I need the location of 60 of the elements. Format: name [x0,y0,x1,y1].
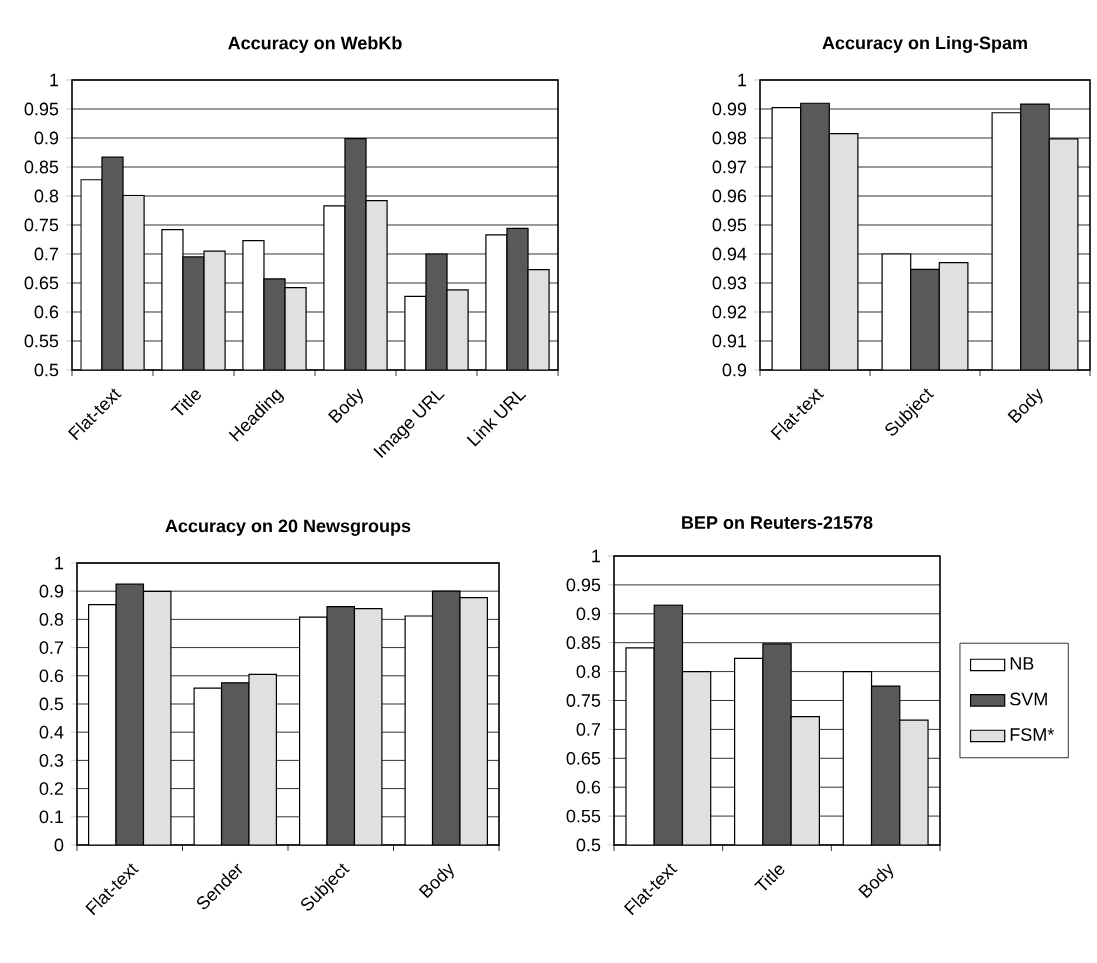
y-tick-label: 0.8 [34,189,59,203]
y-tick-label: 0.96 [712,189,747,203]
y-tick-label: 0.5 [39,697,64,711]
y-tick-label: 0.6 [39,669,64,683]
legend-label: SVM [1010,692,1047,706]
y-tick-label: 0.7 [39,641,64,654]
y-tick-label: 0.9 [722,363,747,377]
y-tick-label: 0.85 [24,160,59,174]
y-tick-label: 0.99 [712,102,747,116]
y-tick-label: 0.65 [566,751,601,765]
legend-label: FSM* [1010,728,1055,741]
bar [299,616,328,845]
bar [353,608,383,845]
y-tick-label: 0.95 [712,218,747,232]
y-tick-label: 0.75 [24,218,59,232]
y-tick-label: 0.65 [24,276,59,290]
y-tick-label: 0.6 [34,305,59,319]
x-tick-label: Title [170,390,201,416]
bar [248,673,277,845]
y-tick-label: 0.9 [34,131,59,145]
y-tick-label: 0.55 [24,334,59,348]
y-tick-label: 0.8 [576,665,601,678]
bar [459,597,488,845]
y-tick-label: 0.4 [39,725,64,739]
y-tick-label: 0.1 [39,810,64,824]
y-tick-label: 0.85 [566,636,601,650]
y-tick-label: 0.95 [24,102,59,116]
y-tick-label: 0.2 [39,782,64,795]
y-tick-label: 0.92 [712,305,747,319]
chart-title: Accuracy on 20 Newsgroups [165,519,411,536]
bar [404,615,434,845]
y-tick-label: 0.9 [39,584,64,598]
y-tick-label: 0.97 [712,160,747,174]
y-tick-label: 1 [738,73,747,87]
y-tick-label: 0.8 [39,613,64,626]
y-tick-label: 0.95 [566,578,601,592]
chart-title: Accuracy on WebKb [228,36,402,53]
y-tick-label: 0.5 [34,363,59,377]
y-tick-label: 0.98 [712,131,747,145]
chart-title: BEP on Reuters-21578 [682,516,873,529]
y-tick-label: 0.9 [576,607,601,621]
y-tick-label: 0.3 [39,754,64,767]
y-tick-label: 0.94 [712,247,747,261]
chart-title: Accuracy on Ling-Spam [822,36,1027,53]
y-tick-label: 0.93 [712,276,747,290]
y-tick-label: 0.91 [712,334,747,348]
y-tick-label: 0.75 [566,694,601,707]
y-tick-label: 1 [50,73,59,87]
y-tick-label: 0.7 [576,723,601,736]
x-tick-label: Title [754,865,785,891]
y-tick-label: 0 [54,838,64,852]
y-tick-label: 0.55 [566,809,601,823]
x-tick-label: Link URL [466,391,527,447]
y-tick-label: 0.7 [34,247,59,261]
legend-label: NB [1010,657,1034,670]
bar [142,590,172,845]
y-tick-label: 0.6 [576,780,601,794]
y-tick-label: 1 [592,549,601,563]
y-tick-label: 1 [55,556,64,570]
y-tick-label: 0.5 [576,838,601,852]
